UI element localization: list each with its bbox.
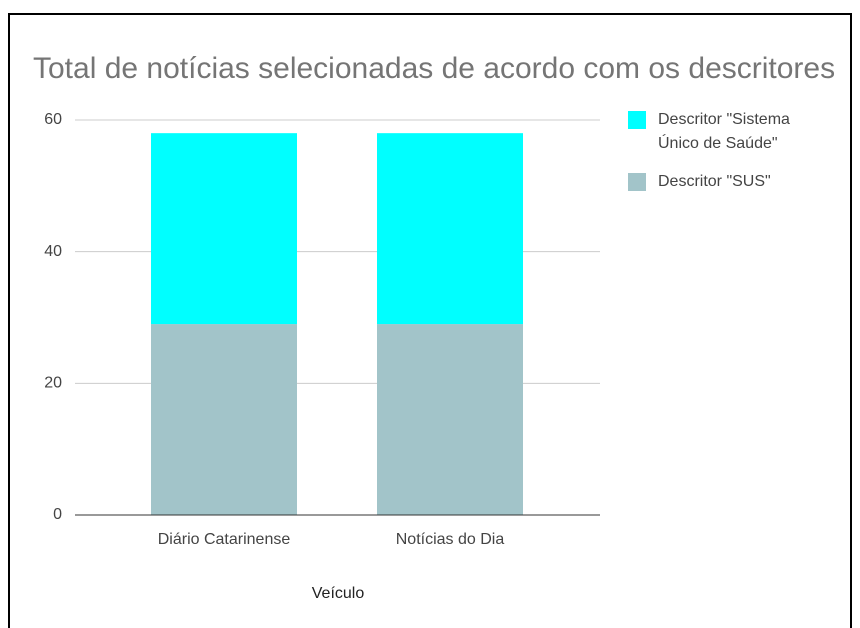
legend-item: Descritor "SUS" xyxy=(628,170,818,194)
x-axis-title: Veículo xyxy=(312,585,365,602)
bar-segment xyxy=(377,133,523,325)
legend-swatch xyxy=(628,111,646,129)
x-tick-label: Diário Catarinense xyxy=(158,531,291,548)
legend-item: Descritor "Sistema Único de Saúde" xyxy=(628,108,818,156)
legend-label: Descritor "SUS" xyxy=(658,173,771,190)
bar-segment xyxy=(377,324,523,515)
x-tick-label: Notícias do Dia xyxy=(396,531,505,548)
y-tick-label: 40 xyxy=(44,243,62,260)
y-tick-label: 20 xyxy=(44,375,62,392)
chart-title: Total de notícias selecionadas de acordo… xyxy=(33,52,835,85)
legend: Descritor "Sistema Único de Saúde" Descri… xyxy=(628,108,818,208)
bar-segment xyxy=(151,324,297,515)
legend-swatch xyxy=(628,173,646,191)
y-tick-label: 60 xyxy=(44,111,62,128)
y-tick-label: 0 xyxy=(53,506,62,523)
bar-segment xyxy=(151,133,297,325)
legend-label: Descritor "Sistema Único de Saúde" xyxy=(658,111,790,152)
frame xyxy=(8,13,852,628)
